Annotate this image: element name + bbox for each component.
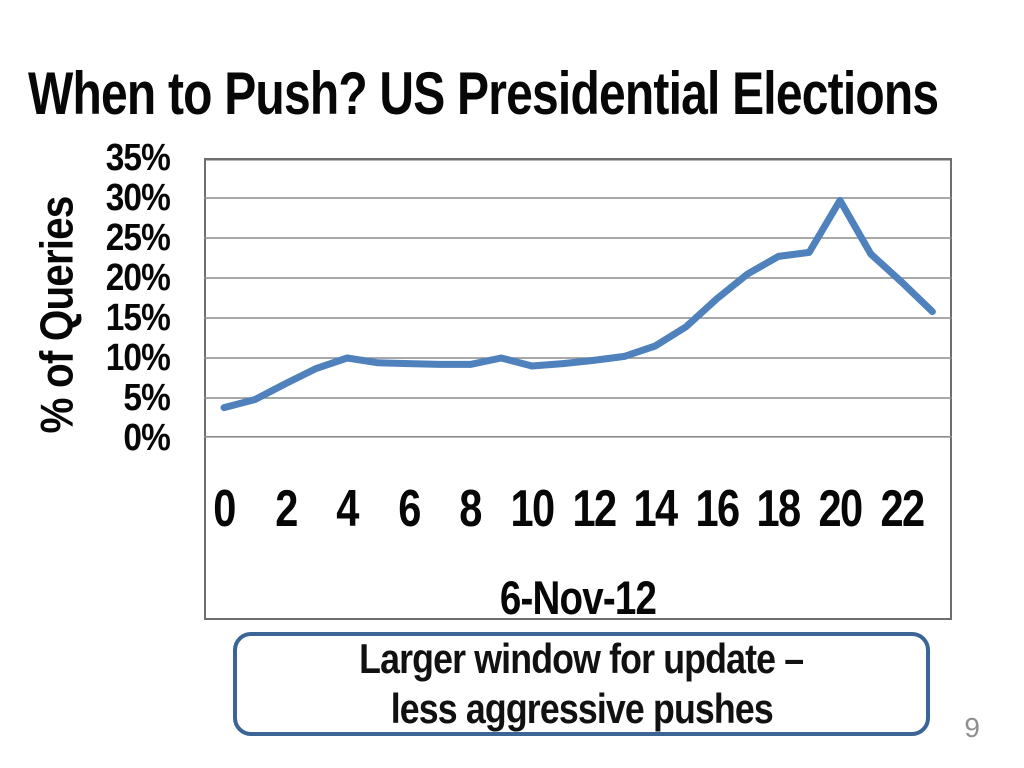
x-tick-label: 0 <box>213 480 236 538</box>
page-number: 9 <box>964 712 980 743</box>
slide-title: When to Push? US Presidential Elections <box>28 60 939 127</box>
chart-plot-frame <box>204 158 952 620</box>
x-tick-label: 6 <box>398 480 421 538</box>
callout-line-1: Larger window for update – <box>359 635 804 682</box>
x-axis-title: 6-Nov-12 <box>499 571 657 624</box>
y-tick-label: 10% <box>105 337 171 379</box>
y-tick-label: 30% <box>105 177 171 219</box>
y-tick-label: 5% <box>123 377 170 419</box>
y-tick-label: 35% <box>105 137 171 179</box>
y-tick-label: 25% <box>105 217 171 259</box>
x-tick-label: 2 <box>274 480 298 538</box>
data-series-line <box>220 196 936 412</box>
x-tick-label: 10 <box>510 480 555 538</box>
callout-line-2: less aggressive pushes <box>390 685 773 732</box>
y-tick-label: 20% <box>105 257 171 299</box>
x-tick-label: 16 <box>695 480 740 538</box>
chart-svg <box>204 158 952 438</box>
x-tick-label: 8 <box>459 480 483 538</box>
x-tick-label: 12 <box>572 480 617 538</box>
y-tick-label: 15% <box>105 297 171 339</box>
y-tick-label: 0% <box>123 417 170 459</box>
x-tick-label: 14 <box>633 480 679 538</box>
callout-box: Larger window for update – less aggressi… <box>233 632 930 736</box>
x-tick-label: 20 <box>818 480 863 538</box>
x-tick-label: 4 <box>336 480 359 538</box>
x-tick-label: 22 <box>880 480 925 538</box>
x-tick-label: 18 <box>756 480 802 538</box>
